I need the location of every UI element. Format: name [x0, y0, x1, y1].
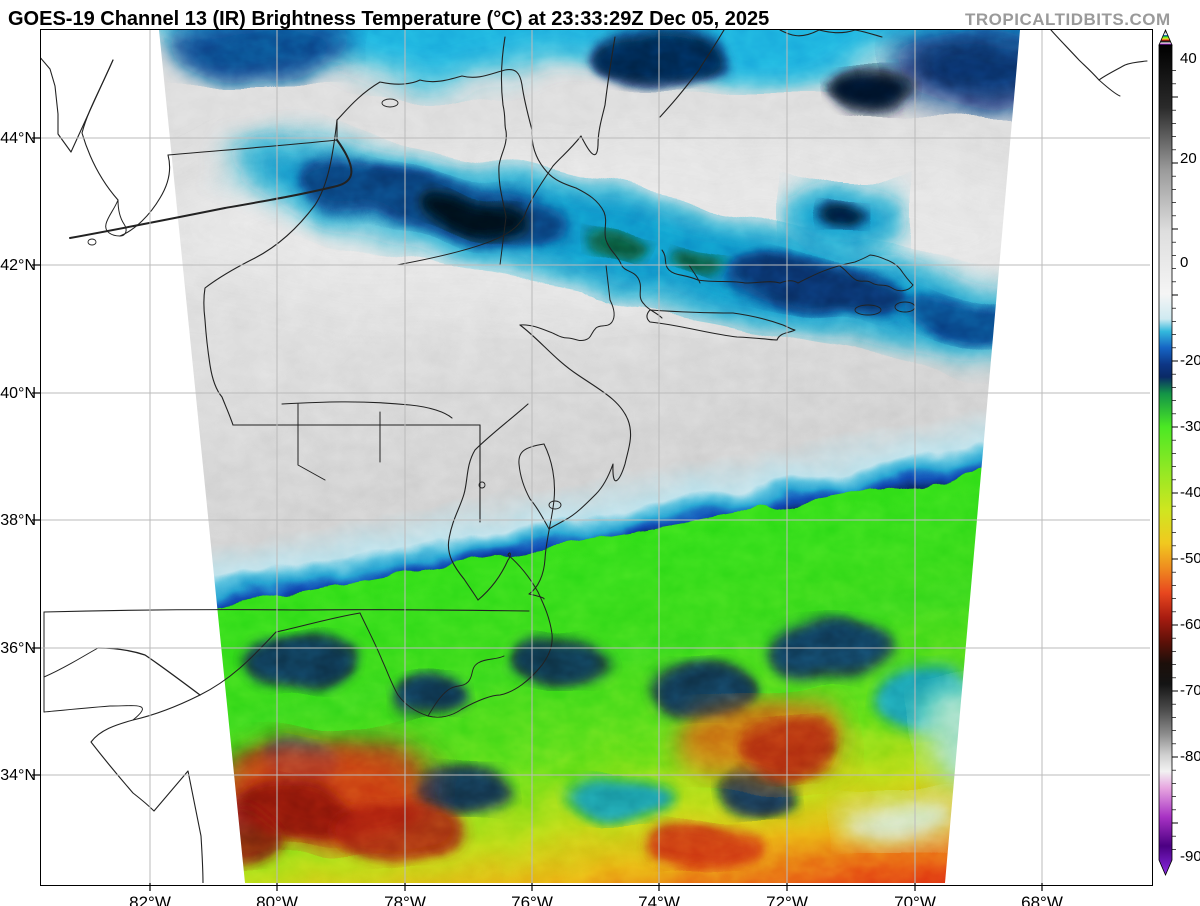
svg-text:78°W: 78°W: [384, 893, 426, 906]
svg-text:42°N: 42°N: [0, 257, 36, 274]
svg-text:-90: -90: [1180, 848, 1200, 865]
svg-text:-30: -30: [1180, 418, 1200, 435]
svg-text:38°N: 38°N: [0, 512, 36, 529]
svg-text:80°W: 80°W: [256, 893, 298, 906]
svg-text:72°W: 72°W: [766, 893, 808, 906]
svg-text:34°N: 34°N: [0, 767, 36, 784]
svg-text:20: 20: [1180, 150, 1197, 167]
svg-text:68°W: 68°W: [1021, 893, 1063, 906]
svg-text:-40: -40: [1180, 484, 1200, 501]
svg-text:76°W: 76°W: [511, 893, 553, 906]
svg-text:82°W: 82°W: [129, 893, 171, 906]
svg-text:44°N: 44°N: [0, 130, 36, 147]
svg-text:40°N: 40°N: [0, 385, 36, 402]
svg-text:70°W: 70°W: [894, 893, 936, 906]
svg-text:-20: -20: [1180, 352, 1200, 369]
svg-text:-70: -70: [1180, 682, 1200, 699]
svg-text:0: 0: [1180, 254, 1188, 271]
svg-text:74°W: 74°W: [638, 893, 680, 906]
svg-text:-80: -80: [1180, 748, 1200, 765]
svg-text:40: 40: [1180, 50, 1197, 67]
svg-text:-50: -50: [1180, 550, 1200, 567]
svg-text:-60: -60: [1180, 616, 1200, 633]
svg-text:36°N: 36°N: [0, 640, 36, 657]
